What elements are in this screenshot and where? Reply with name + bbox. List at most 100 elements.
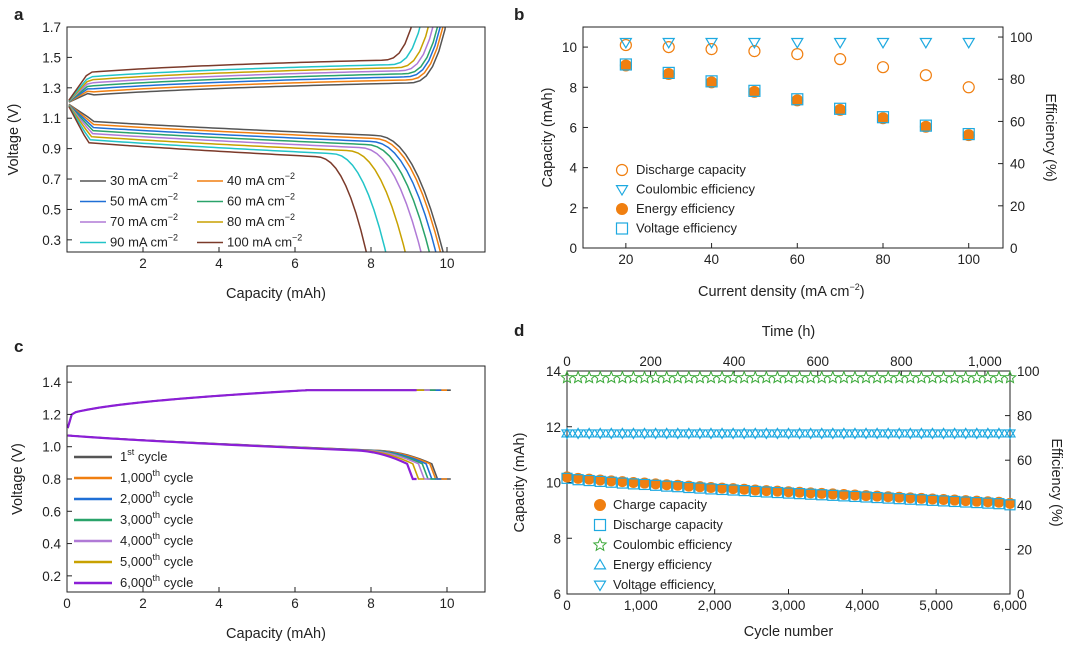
point-d — [958, 370, 973, 384]
point-b — [834, 53, 847, 66]
point-d — [759, 370, 774, 384]
y2label-d: Efficiency (%) — [1048, 438, 1064, 526]
charge-curve — [68, 27, 434, 102]
y2tick-d-label: 60 — [1017, 453, 1032, 468]
legend-label-d: Energy efficiency — [613, 557, 712, 572]
point-b — [962, 37, 976, 49]
point-d — [825, 370, 840, 384]
point-d — [793, 427, 806, 438]
xtick-a-label: 8 — [367, 256, 375, 271]
point-d — [937, 429, 950, 440]
point-b — [833, 37, 847, 49]
point-d — [981, 427, 994, 438]
discharge-curve — [67, 434, 417, 481]
point-d — [970, 427, 983, 438]
charge-curve — [66, 389, 425, 429]
point-d — [727, 429, 740, 440]
point-d — [992, 429, 1005, 440]
point-b — [705, 42, 718, 56]
legend-marker-b — [615, 163, 629, 177]
point-d — [993, 498, 1005, 510]
x2tick-d-label: 800 — [890, 354, 913, 369]
xtick-a-label: 6 — [291, 256, 299, 271]
ytick-a-label: 1.3 — [42, 81, 61, 96]
point-d — [593, 370, 608, 384]
point-b — [662, 37, 676, 49]
point-b — [619, 38, 632, 52]
discharge-curve — [68, 103, 444, 252]
y2tick-b-label: 60 — [1010, 114, 1025, 129]
xtick-c-label: 6 — [291, 596, 299, 611]
point-d — [560, 370, 574, 384]
point-b — [662, 40, 675, 54]
point-d — [991, 370, 1006, 384]
xlabel-b: Current density (mA cm−2) — [698, 282, 865, 300]
point-d — [627, 427, 640, 438]
point-d — [815, 427, 828, 438]
point-d — [670, 370, 685, 384]
point-d — [682, 427, 695, 438]
point-d — [903, 370, 918, 384]
panel-letter-b: b — [514, 5, 524, 24]
x2tick-d-label: 200 — [639, 354, 662, 369]
ytick-c-label: 1.4 — [42, 375, 61, 390]
point-d — [748, 370, 763, 384]
legend-label-b: Discharge capacity — [636, 162, 746, 177]
x2tick-d-label: 600 — [806, 354, 829, 369]
point-b — [619, 58, 632, 71]
y2label-b: Efficiency (%) — [1042, 93, 1058, 181]
point-d — [738, 484, 750, 497]
legend-label-a: 100 mA cm−2 — [227, 233, 302, 250]
x2tick-d-label: 400 — [723, 354, 746, 369]
ytick-a-label: 0.5 — [42, 202, 61, 217]
legend-label-a: 70 mA cm−2 — [110, 212, 178, 229]
xtick-c-label: 10 — [439, 596, 454, 611]
point-d — [992, 427, 1005, 438]
charge-curve — [66, 389, 430, 429]
point-d — [672, 481, 684, 493]
point-d — [803, 370, 818, 384]
point-d — [782, 427, 795, 438]
ytick-c-label: 1.2 — [42, 407, 61, 422]
point-d — [838, 490, 850, 502]
ytick-c-label: 0.2 — [42, 569, 61, 584]
point-d — [594, 475, 606, 487]
ytick-c-label: 0.4 — [42, 537, 61, 552]
y2tick-d-label: 100 — [1017, 364, 1040, 379]
point-b — [876, 37, 890, 49]
ytick-c-label: 0.8 — [42, 472, 61, 487]
ylabel-c: Voltage (V) — [10, 443, 26, 515]
point-d — [805, 488, 817, 500]
legend-marker-b — [616, 203, 628, 215]
point-b — [876, 111, 890, 124]
xtick-d-label: 1,000 — [624, 598, 658, 613]
point-d — [971, 496, 983, 509]
point-d — [782, 429, 795, 440]
xtick-b-label: 80 — [875, 252, 890, 267]
legend-label-d: Coulombic efficiency — [613, 537, 732, 552]
point-d — [926, 427, 939, 438]
xtick-c-label: 4 — [215, 596, 223, 611]
xtick-c-label: 2 — [139, 596, 147, 611]
point-d — [661, 480, 673, 492]
point-d — [981, 429, 994, 440]
point-d — [849, 490, 861, 503]
legend-label-a: 30 mA cm−2 — [110, 171, 178, 188]
point-d — [727, 427, 740, 438]
ytick-b-label: 8 — [569, 80, 577, 95]
point-d — [671, 427, 684, 438]
point-d — [705, 483, 717, 495]
point-d — [649, 427, 662, 438]
xtick-c-label: 8 — [367, 596, 375, 611]
point-d — [682, 429, 695, 440]
point-d — [893, 427, 906, 438]
point-d — [926, 494, 939, 506]
point-d — [949, 495, 961, 508]
legend-marker-d — [593, 558, 607, 570]
ytick-b-label: 2 — [569, 201, 577, 216]
legend-label-d: Discharge capacity — [613, 517, 723, 532]
point-d — [814, 370, 829, 384]
legend-label-a: 60 mA cm−2 — [227, 192, 295, 209]
point-d — [826, 429, 839, 440]
point-d — [749, 427, 762, 438]
